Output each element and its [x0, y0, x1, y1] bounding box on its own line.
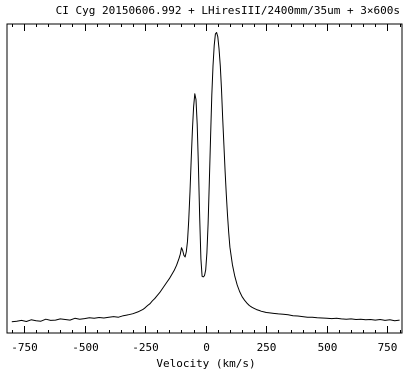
x-tick-label: 750	[378, 341, 398, 354]
x-tick-label: 500	[318, 341, 338, 354]
x-tick-label: -500	[72, 341, 99, 354]
x-tick-label: -250	[132, 341, 159, 354]
x-tick-label: 0	[203, 341, 210, 354]
x-axis-tick-labels: -750 -500 -250 0 250 500 750	[11, 341, 397, 354]
axis-ticks	[12, 24, 401, 333]
x-axis-label: Velocity (km/s)	[156, 357, 255, 370]
x-tick-label: -750	[11, 341, 38, 354]
chart-title: CI Cyg 20150606.992 + LHiresIII/2400mm/3…	[56, 4, 400, 17]
plot-frame	[6, 23, 403, 334]
x-tick-label: 250	[257, 341, 277, 354]
spectrum-line	[11, 32, 400, 323]
